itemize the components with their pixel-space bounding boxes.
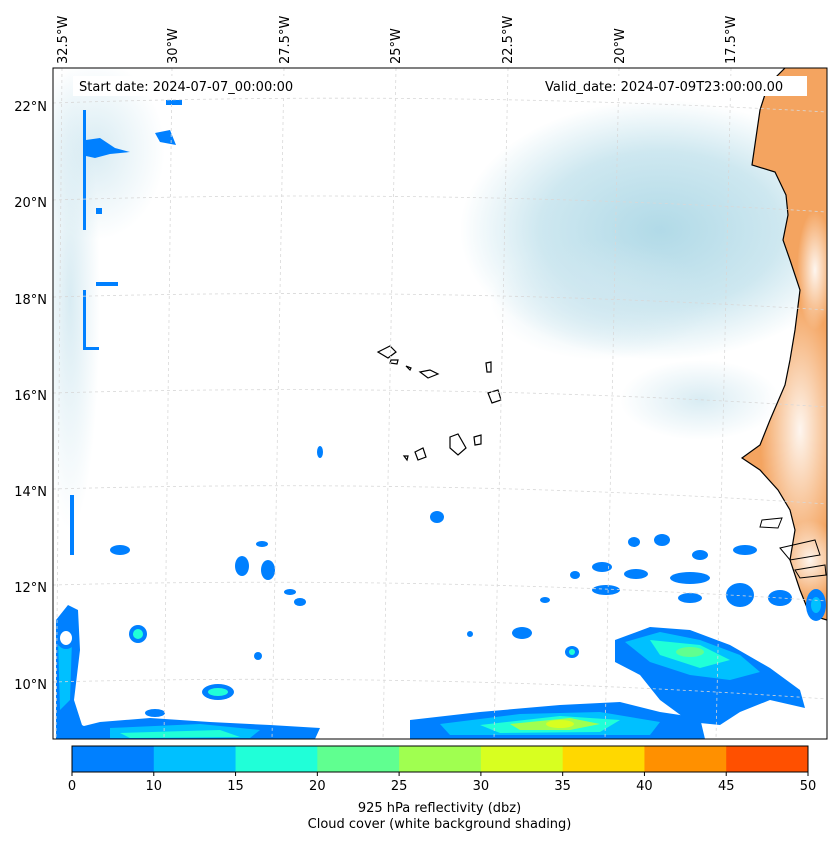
colorbar-segment <box>72 746 155 772</box>
lon-label: 25°W <box>389 28 404 64</box>
colorbar-label-line2: Cloud cover (white background shading) <box>307 817 572 832</box>
colorbar-segment <box>644 746 727 772</box>
colorbar-segment <box>480 746 564 772</box>
colorbar-tick-label: 45 <box>718 779 735 794</box>
colorbar-tick-label: 25 <box>391 779 408 794</box>
lat-label: 20°N <box>14 196 47 211</box>
cloud-cover-shading <box>53 68 827 530</box>
colorbar: 0 10 15 20 25 30 35 40 45 50 <box>68 745 817 794</box>
colorbar-segment <box>562 746 645 772</box>
lon-label: 27.5°W <box>278 16 293 64</box>
lon-label: 32.5°W <box>56 16 71 64</box>
colorbar-tick-label: 40 <box>636 779 653 794</box>
colorbar-segment <box>235 746 318 772</box>
colorbar-tick-label: 20 <box>309 779 326 794</box>
lon-label: 20°W <box>613 28 628 64</box>
lat-label: 18°N <box>14 293 47 308</box>
graticule <box>53 68 827 739</box>
lon-label: 17.5°W <box>724 16 739 64</box>
start-date-box <box>73 76 313 96</box>
colorbar-segment <box>399 746 482 772</box>
lon-label: 30°W <box>166 28 181 64</box>
colorbar-tick-label: 35 <box>554 779 571 794</box>
lon-label: 22.5°W <box>501 16 516 64</box>
colorbar-segment <box>153 746 237 772</box>
african-coast-land <box>740 68 827 621</box>
lat-label: 16°N <box>14 389 47 404</box>
colorbar-frame <box>71 745 809 773</box>
lat-label: 12°N <box>14 581 47 596</box>
coastline <box>740 68 827 621</box>
cape-verde-islands <box>376 345 502 462</box>
lat-label: 14°N <box>14 485 47 500</box>
latitude-labels: 22°N 20°N 18°N 16°N 14°N 12°N 10°N <box>14 100 47 693</box>
colorbar-tick-label: 30 <box>473 779 490 794</box>
colorbar-tick-label: 0 <box>68 779 76 794</box>
map-plot-area: Start date: 2024-07-07_00:00:00 Valid_da… <box>53 68 827 739</box>
start-date-label: Start date: 2024-07-07_00:00:00 <box>79 80 293 95</box>
colorbar-label: 925 hPa reflectivity (dbz) Cloud cover (… <box>21 801 837 833</box>
lat-label: 10°N <box>14 678 47 693</box>
lat-label: 22°N <box>14 100 47 115</box>
colorbar-segment <box>317 746 400 772</box>
longitude-labels: 32.5°W 30°W 27.5°W 25°W 22.5°W 20°W 17.5… <box>56 16 739 64</box>
colorbar-tick-label: 15 <box>227 779 244 794</box>
reflectivity-patches <box>56 100 826 739</box>
map-frame <box>52 67 828 740</box>
colorbar-label-line1: 925 hPa reflectivity (dbz) <box>357 801 522 816</box>
valid-date-box <box>540 76 807 96</box>
colorbar-tick-label: 50 <box>800 779 817 794</box>
colorbar-tick-label: 10 <box>146 779 163 794</box>
colorbar-segment <box>726 746 809 772</box>
valid-date-label: Valid_date: 2024-07-09T23:00:00.00 <box>545 80 783 95</box>
border-lines <box>759 517 827 579</box>
